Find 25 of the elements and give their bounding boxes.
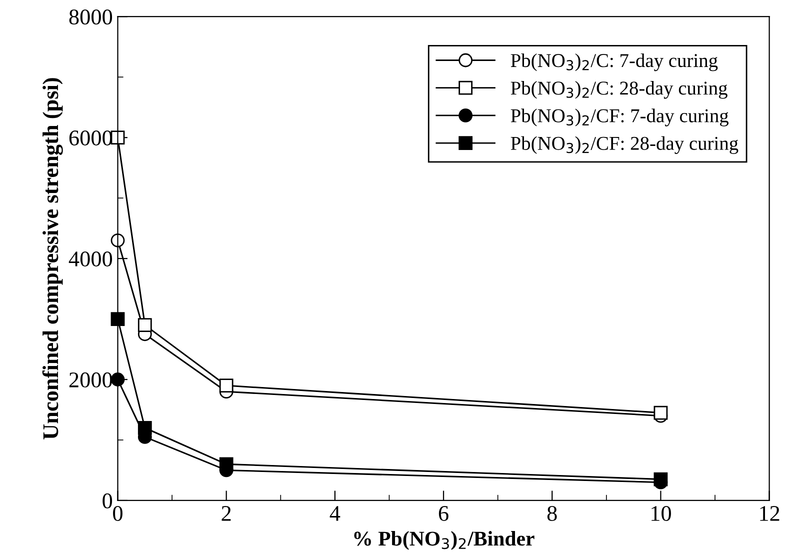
x-tick-label: 6 bbox=[438, 506, 448, 521]
y-tick-label: 0 bbox=[102, 493, 112, 508]
point bbox=[110, 312, 125, 326]
point bbox=[654, 472, 668, 486]
legend-label: Pb(NO$_{3}$)$_{2}$/CF: 7-day curing bbox=[510, 108, 729, 126]
y-tick-label: 2000 bbox=[69, 372, 112, 388]
point bbox=[654, 406, 668, 420]
y-axis-title: Unconfined compressive strength (psi) bbox=[42, 78, 63, 440]
legend-label: Pb(NO$_{3}$)$_{2}$/C: 28-day curing bbox=[510, 81, 728, 99]
x-tick-label: 0 bbox=[113, 506, 122, 521]
point bbox=[138, 420, 152, 435]
x-axis-title: % Pb(NO$_{3}$)$_{2}$/Binder bbox=[354, 531, 534, 550]
x-tick-label: 12 bbox=[760, 506, 780, 521]
y-tick-label: 6000 bbox=[69, 130, 112, 146]
y-tick-label: 8000 bbox=[69, 10, 112, 25]
y-tick-label: 4000 bbox=[68, 251, 112, 266]
x-tick-label: 10 bbox=[652, 506, 671, 521]
point bbox=[219, 378, 234, 392]
legend-label: Pb(NO$_{3}$)$_{2}$/CF: 28-day curing bbox=[510, 136, 738, 154]
x-tick-label: 4 bbox=[330, 506, 340, 521]
x-tick-label: 8 bbox=[547, 506, 557, 521]
legend-label: Pb(NO$_{3}$)$_{2}$/C: 7-day curing bbox=[510, 53, 718, 72]
point bbox=[138, 318, 152, 332]
x-tick-label: 2 bbox=[222, 506, 231, 521]
point bbox=[219, 457, 234, 472]
